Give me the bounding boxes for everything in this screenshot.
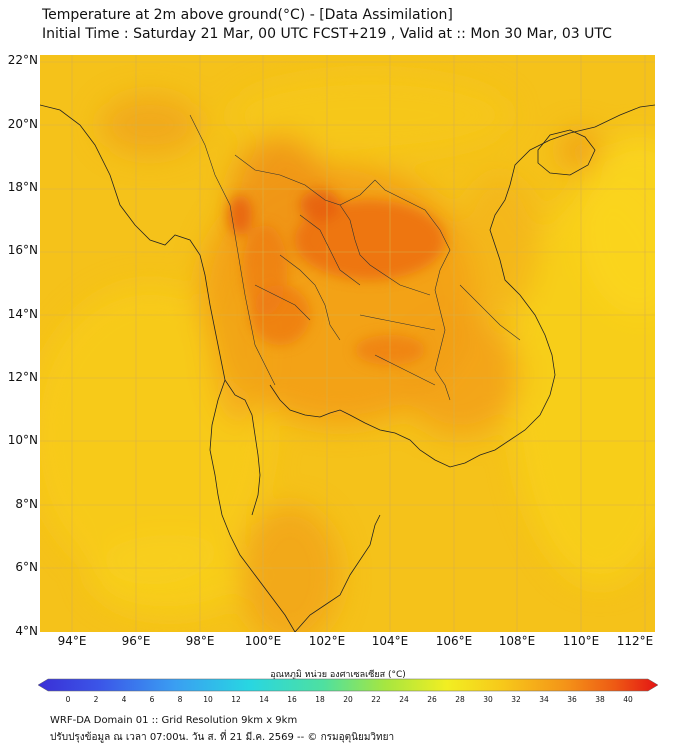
lon-label: 100°E: [244, 634, 282, 648]
lat-label: 10°N: [7, 433, 38, 447]
lat-label: 12°N: [7, 370, 38, 384]
colorbar-tick: 10: [203, 695, 213, 704]
coastlines: [40, 104, 655, 632]
colorbar-tick: 14: [259, 695, 269, 704]
lat-label: 20°N: [7, 117, 38, 131]
footer-update-info: ปรับปรุงข้อมูล ณ เวลา 07:00น. วัน ส. ที่…: [50, 732, 395, 743]
colorbar: [38, 678, 658, 692]
lon-label: 96°E: [121, 634, 151, 648]
lon-label: 112°E: [616, 634, 654, 648]
colorbar-tick: 36: [567, 695, 577, 704]
colorbar-tick: 6: [149, 695, 155, 704]
lon-label: 102°E: [308, 634, 346, 648]
map-title: Temperature at 2m above ground(°C) - [Da…: [42, 7, 453, 23]
colorbar-caption: อุณหภูมิ หน่วย องศาเซลเซียส (°C): [270, 670, 406, 680]
colorbar-tick: 28: [455, 695, 465, 704]
colorbar-tick: 16: [287, 695, 297, 704]
colorbar-tick: 12: [231, 695, 241, 704]
colorbar-tick: 2: [93, 695, 99, 704]
lon-label: 106°E: [435, 634, 473, 648]
hot-spots: [228, 190, 445, 365]
colorbar-tick: 18: [315, 695, 325, 704]
lon-label: 108°E: [498, 634, 536, 648]
colorbar-tick: 8: [177, 695, 183, 704]
colorbar-tick: 38: [595, 695, 605, 704]
map-subtitle: Initial Time : Saturday 21 Mar, 00 UTC F…: [42, 26, 612, 42]
footer-domain-info: WRF-DA Domain 01 :: Grid Resolution 9km …: [50, 715, 298, 726]
lat-label: 6°N: [15, 560, 38, 574]
lon-label: 104°E: [371, 634, 409, 648]
temperature-map: [40, 55, 655, 632]
lat-label: 18°N: [7, 180, 38, 194]
colorbar-tick: 24: [399, 695, 409, 704]
colorbar-tick: 26: [427, 695, 437, 704]
colorbar-tick: 22: [371, 695, 381, 704]
lon-label: 110°E: [562, 634, 600, 648]
colorbar-tick: 4: [121, 695, 127, 704]
lon-label: 94°E: [57, 634, 87, 648]
colorbar-tick: 0: [65, 695, 71, 704]
lon-label: 98°E: [185, 634, 215, 648]
colorbar-tick: 34: [539, 695, 549, 704]
grid-lines: [40, 55, 655, 632]
colorbar-tick: 30: [483, 695, 493, 704]
colorbar-tick: 20: [343, 695, 353, 704]
lat-label: 4°N: [15, 624, 38, 638]
lat-label: 16°N: [7, 243, 38, 257]
lat-label: 22°N: [7, 53, 38, 67]
colorbar-tick: 32: [511, 695, 521, 704]
colorbar-tick: 40: [623, 695, 633, 704]
borders: [189, 114, 521, 401]
lat-label: 8°N: [15, 497, 38, 511]
lat-label: 14°N: [7, 307, 38, 321]
